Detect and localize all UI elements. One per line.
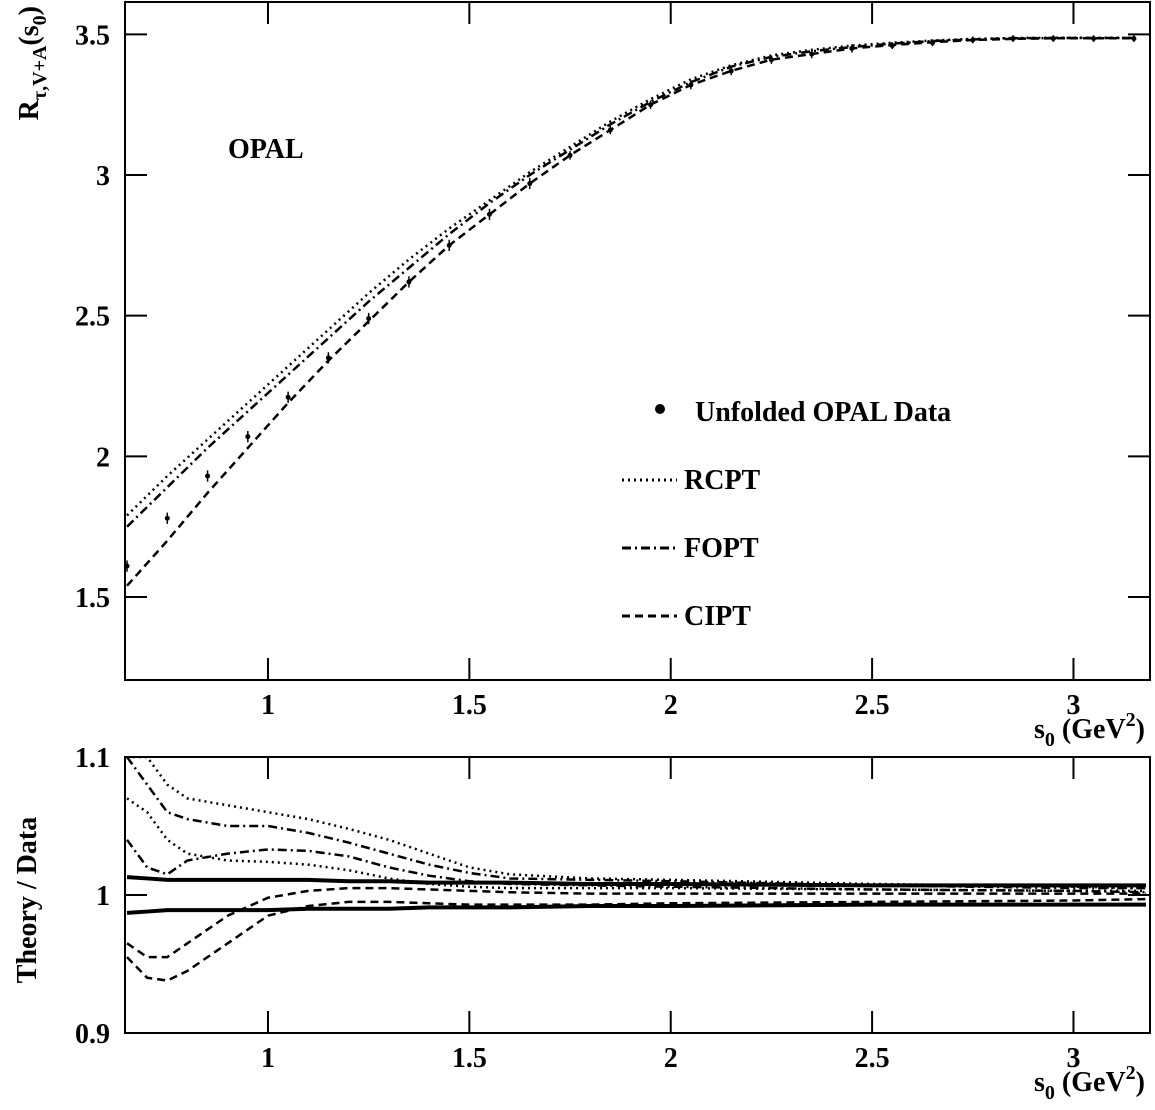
x-tick-label: 3 xyxy=(1066,1043,1080,1074)
y-label-argsub: 0 xyxy=(29,15,51,25)
series-line xyxy=(126,902,1146,915)
x-label-close: ) xyxy=(1136,1067,1145,1098)
y-label-main: R xyxy=(14,99,45,120)
y-tick-label: 1.1 xyxy=(75,743,110,774)
y-axis-label: Rτ,V+A(s0) xyxy=(14,6,51,120)
legend-label: Unfolded OPAL Data xyxy=(695,397,951,428)
y-tick-label: 1 xyxy=(96,881,110,912)
x-tick-label: 2.5 xyxy=(855,690,890,721)
x-tick-label: 1 xyxy=(261,690,275,721)
x-label-main: s xyxy=(1034,1067,1045,1098)
y-label-close: ) xyxy=(14,6,45,15)
y-tick-label: 2.5 xyxy=(75,302,110,333)
y-tick-label: 2 xyxy=(96,442,110,473)
series-line xyxy=(126,875,1146,888)
x-label-main: s xyxy=(1034,714,1045,745)
data-point xyxy=(245,434,251,440)
legend-label: CIPT xyxy=(684,601,751,632)
y-label-arg: (s xyxy=(14,25,45,45)
x-label-close: ) xyxy=(1136,714,1145,745)
y-tick-label: 0.9 xyxy=(75,1019,110,1050)
series-line xyxy=(126,36,1134,528)
plot-frame xyxy=(124,1,1151,681)
x-label-sup: 2 xyxy=(1126,1062,1136,1084)
x-tick-label: 3 xyxy=(1066,690,1080,721)
x-tick-label: 2.5 xyxy=(855,1043,890,1074)
y-tick-label: 1.5 xyxy=(75,583,110,614)
series-line xyxy=(126,36,1134,517)
x-label-sub: 0 xyxy=(1045,729,1055,751)
series-line xyxy=(126,37,1134,587)
series-line xyxy=(126,897,1146,982)
series-line xyxy=(126,839,1146,894)
y-label-sub: τ,V+A xyxy=(29,45,51,100)
series-line xyxy=(126,757,1146,890)
data-point xyxy=(124,563,130,569)
x-tick-label: 1.5 xyxy=(452,1043,487,1074)
data-point xyxy=(1131,36,1137,42)
series-line xyxy=(126,886,1146,959)
x-tick-label: 1 xyxy=(261,1043,275,1074)
x-axis-label: s0 (GeV2) xyxy=(1034,1062,1145,1104)
x-tick-label: 2 xyxy=(664,690,678,721)
data-point xyxy=(205,473,211,479)
x-label-sub: 0 xyxy=(1045,1082,1055,1104)
data-point xyxy=(285,394,291,400)
y-tick-label: 3.5 xyxy=(75,20,110,51)
y-axis-label: Theory / Data xyxy=(12,817,43,983)
x-label-unit: (GeV xyxy=(1055,1067,1126,1098)
x-axis-label: s0 (GeV2) xyxy=(1034,709,1145,751)
data-point xyxy=(366,315,372,321)
x-label-unit: (GeV xyxy=(1055,714,1126,745)
series-line xyxy=(126,797,1146,893)
x-label-sup: 2 xyxy=(1126,709,1136,731)
legend-label: RCPT xyxy=(684,465,761,496)
data-point xyxy=(164,515,170,521)
annotation: OPAL xyxy=(228,134,304,165)
series-line xyxy=(127,757,1146,890)
y-tick-label: 3 xyxy=(96,161,110,192)
legend-label: FOPT xyxy=(684,533,759,564)
x-tick-label: 1.5 xyxy=(452,690,487,721)
x-tick-label: 2 xyxy=(664,1043,678,1074)
legend-marker xyxy=(655,404,665,414)
